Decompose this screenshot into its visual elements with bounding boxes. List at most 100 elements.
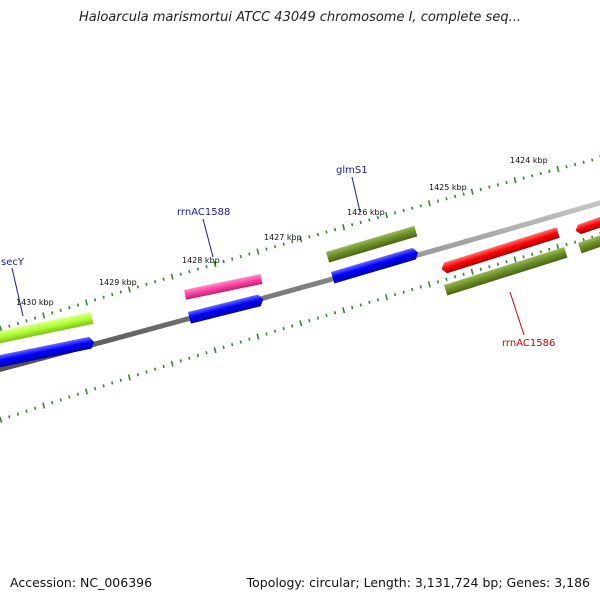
- minor-tick: [548, 169, 551, 173]
- feature-glmS1-olive[interactable]: [326, 225, 418, 263]
- minor-tick: [179, 272, 182, 276]
- feature-blue-glmS1[interactable]: [331, 247, 420, 284]
- minor-tick: [76, 392, 80, 396]
- leader-line-glmS1: [351, 176, 361, 213]
- minor-tick: [496, 262, 500, 266]
- minor-tick: [179, 359, 182, 363]
- feature-rrnAC1588-pink[interactable]: [184, 274, 263, 300]
- major-tick: [42, 312, 46, 319]
- leader-line-rrnAC1586: [509, 291, 525, 336]
- map-title: Haloarcula marismortui ATCC 43049 chromo…: [79, 10, 521, 25]
- minor-tick: [59, 398, 62, 402]
- minor-tick: [453, 194, 457, 199]
- minor-tick: [325, 313, 328, 318]
- minor-tick: [8, 415, 11, 419]
- minor-tick: [273, 245, 277, 249]
- minor-tick: [16, 321, 20, 326]
- major-tick: [556, 243, 560, 251]
- minor-tick: [76, 303, 80, 307]
- minor-tick: [291, 324, 294, 328]
- minor-tick: [505, 180, 508, 185]
- minor-tick: [436, 280, 440, 284]
- feature-olive-right[interactable]: [578, 233, 600, 254]
- minor-tick: [145, 282, 148, 286]
- minor-tick: [333, 311, 337, 315]
- minor-tick: [351, 223, 354, 227]
- major-tick: [127, 286, 131, 293]
- minor-tick: [265, 247, 268, 251]
- major-tick: [256, 333, 260, 340]
- feature-lime[interactable]: [0, 311, 94, 344]
- feature-olive-rrnAC1586[interactable]: [444, 247, 568, 296]
- minor-tick: [531, 174, 534, 178]
- major-tick: [256, 248, 260, 255]
- tick-label: 1430 kbp: [16, 298, 54, 307]
- gene-label-rrnAC1586[interactable]: rrnAC1586: [502, 338, 555, 349]
- minor-tick: [162, 364, 165, 369]
- major-tick: [213, 346, 217, 354]
- minor-tick: [153, 367, 157, 371]
- feature-blue-rrnAC1588[interactable]: [188, 294, 265, 324]
- topology-length-genes-text: Topology: circular; Length: 3,131,724 bp…: [246, 575, 590, 590]
- minor-tick: [33, 406, 37, 411]
- minor-tick: [462, 192, 465, 196]
- minor-tick: [419, 204, 422, 208]
- minor-tick: [496, 183, 500, 187]
- minor-tick: [205, 264, 208, 269]
- minor-tick: [505, 260, 508, 264]
- minor-tick: [565, 165, 568, 169]
- minor-tick: [522, 255, 525, 259]
- minor-tick: [25, 409, 28, 413]
- feature-blue-secY[interactable]: [0, 336, 95, 368]
- feature-red-small[interactable]: [574, 216, 600, 235]
- minor-tick: [93, 386, 97, 391]
- major-tick: [427, 200, 431, 207]
- minor-tick: [153, 280, 157, 284]
- gene-label-glmS1[interactable]: glmS1: [336, 165, 368, 176]
- minor-tick: [68, 305, 71, 310]
- minor-tick: [411, 206, 414, 210]
- major-tick: [299, 320, 303, 327]
- minor-tick: [248, 252, 251, 256]
- minor-tick: [393, 211, 397, 215]
- minor-tick: [539, 171, 542, 176]
- minor-tick: [282, 326, 285, 331]
- major-tick: [42, 402, 46, 409]
- minor-tick: [119, 378, 122, 382]
- minor-tick: [479, 267, 482, 271]
- minor-tick: [479, 187, 482, 192]
- gene-label-rrnAC1588[interactable]: rrnAC1588: [177, 207, 230, 218]
- minor-tick: [248, 337, 251, 341]
- minor-tick: [531, 252, 534, 256]
- minor-tick: [582, 237, 585, 242]
- minor-tick: [368, 218, 371, 222]
- minor-tick: [93, 298, 97, 302]
- major-tick: [342, 224, 346, 231]
- feature-red-arrow[interactable]: [440, 227, 560, 274]
- minor-tick: [222, 259, 225, 264]
- minor-tick: [16, 412, 20, 416]
- minor-tick: [368, 300, 371, 305]
- minor-tick: [359, 220, 362, 225]
- minor-tick: [445, 197, 448, 201]
- minor-tick: [239, 340, 242, 344]
- major-tick: [170, 273, 174, 280]
- major-tick: [0, 416, 3, 423]
- minor-tick: [59, 308, 62, 312]
- minor-tick: [591, 158, 594, 162]
- minor-tick: [111, 292, 114, 297]
- minor-tick: [522, 176, 525, 180]
- major-tick: [299, 236, 303, 243]
- major-tick: [0, 325, 3, 332]
- minor-tick: [488, 185, 491, 189]
- gene-label-secY[interactable]: secY: [1, 257, 25, 268]
- major-tick: [127, 374, 131, 381]
- minor-tick: [582, 160, 585, 164]
- tick-label: 1428 kbp: [182, 256, 220, 265]
- minor-tick: [316, 316, 320, 320]
- minor-tick: [565, 242, 568, 247]
- minor-tick: [393, 292, 397, 297]
- minor-tick: [68, 395, 71, 399]
- major-tick: [384, 212, 388, 219]
